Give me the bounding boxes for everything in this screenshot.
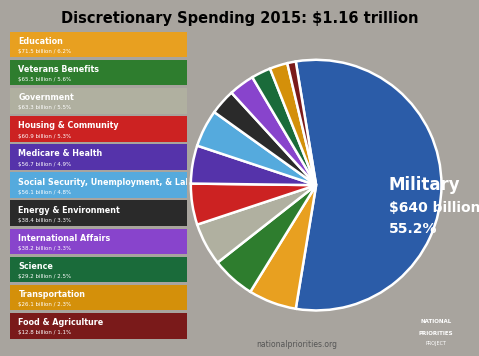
Wedge shape bbox=[287, 62, 316, 185]
Bar bbox=[10, 172, 187, 198]
Text: Education: Education bbox=[18, 37, 63, 46]
Text: $71.5 billion / 6.2%: $71.5 billion / 6.2% bbox=[18, 49, 71, 54]
Text: Science: Science bbox=[18, 262, 53, 271]
Text: Transportation: Transportation bbox=[18, 290, 85, 299]
Text: Military: Military bbox=[389, 176, 460, 194]
Wedge shape bbox=[191, 184, 316, 225]
Text: nationalpriorities.org: nationalpriorities.org bbox=[256, 340, 338, 349]
Text: $26.1 billion / 2.3%: $26.1 billion / 2.3% bbox=[18, 302, 71, 307]
Wedge shape bbox=[251, 185, 316, 309]
Text: $38.2 billion / 3.3%: $38.2 billion / 3.3% bbox=[18, 246, 71, 251]
Text: Food & Agriculture: Food & Agriculture bbox=[18, 318, 103, 327]
Text: Energy & Environment: Energy & Environment bbox=[18, 206, 120, 215]
Text: $12.8 billion / 1.1%: $12.8 billion / 1.1% bbox=[18, 330, 71, 335]
Text: Housing & Community: Housing & Community bbox=[18, 121, 119, 130]
Text: Veterans Benefits: Veterans Benefits bbox=[18, 65, 100, 74]
Bar bbox=[10, 257, 187, 282]
Wedge shape bbox=[296, 60, 442, 310]
Text: $640 billion: $640 billion bbox=[389, 201, 479, 215]
Bar bbox=[10, 229, 187, 254]
Wedge shape bbox=[270, 63, 316, 185]
Text: International Affairs: International Affairs bbox=[18, 234, 111, 243]
Bar bbox=[10, 116, 187, 142]
Text: Discretionary Spending 2015: $1.16 trillion: Discretionary Spending 2015: $1.16 trill… bbox=[61, 11, 418, 26]
Bar bbox=[10, 144, 187, 170]
Text: NATIONAL: NATIONAL bbox=[420, 319, 452, 324]
Text: $29.2 billion / 2.5%: $29.2 billion / 2.5% bbox=[18, 274, 71, 279]
Bar bbox=[10, 88, 187, 114]
Wedge shape bbox=[231, 77, 316, 185]
Text: Social Security, Unemployment, & Labor: Social Security, Unemployment, & Labor bbox=[18, 178, 201, 187]
Bar bbox=[10, 285, 187, 310]
Wedge shape bbox=[217, 185, 316, 292]
Text: Government: Government bbox=[18, 93, 74, 102]
Text: $60.9 billion / 5.3%: $60.9 billion / 5.3% bbox=[18, 134, 71, 138]
Text: $56.1 billion / 4.8%: $56.1 billion / 4.8% bbox=[18, 190, 71, 195]
Wedge shape bbox=[191, 146, 316, 185]
Text: PRIORITIES: PRIORITIES bbox=[419, 331, 453, 336]
Bar bbox=[10, 32, 187, 57]
Wedge shape bbox=[214, 93, 316, 185]
Text: $56.7 billion / 4.9%: $56.7 billion / 4.9% bbox=[18, 162, 71, 167]
Bar bbox=[10, 313, 187, 339]
Text: $65.5 billion / 5.6%: $65.5 billion / 5.6% bbox=[18, 77, 71, 82]
Text: 55.2%: 55.2% bbox=[389, 222, 437, 236]
Text: PROJECT: PROJECT bbox=[425, 341, 446, 346]
Wedge shape bbox=[252, 69, 316, 185]
Text: Medicare & Health: Medicare & Health bbox=[18, 150, 103, 158]
Text: $38.4 billion / 3.3%: $38.4 billion / 3.3% bbox=[18, 218, 71, 223]
Wedge shape bbox=[197, 185, 316, 262]
Wedge shape bbox=[197, 112, 316, 185]
Text: $63.3 billion / 5.5%: $63.3 billion / 5.5% bbox=[18, 105, 71, 110]
Bar bbox=[10, 60, 187, 85]
Bar bbox=[10, 200, 187, 226]
